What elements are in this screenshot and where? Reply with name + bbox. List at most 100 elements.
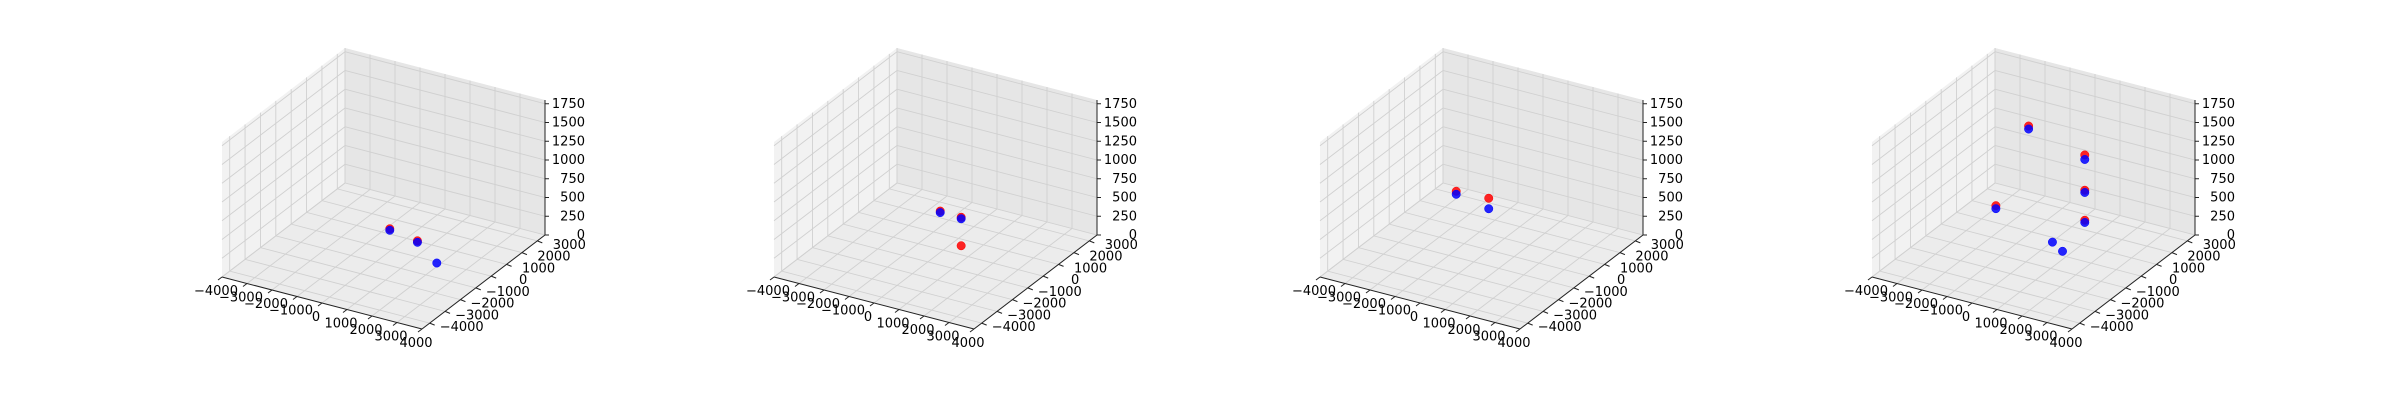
x-tick-label: 4000 xyxy=(2049,336,2082,351)
z-tick-label: 0 xyxy=(1675,228,1683,243)
y-tick-mark xyxy=(506,263,512,267)
x-tick-label: 1000 xyxy=(876,317,909,332)
y-tick-label: −3000 xyxy=(1553,308,1597,323)
z-gridline xyxy=(1319,126,1644,222)
scatter-point xyxy=(412,237,422,247)
y-tick-label: 3000 xyxy=(2203,238,2236,253)
z-tick-label: 1500 xyxy=(1650,116,1683,131)
y-gridline-floor xyxy=(1389,223,1590,277)
y-tick-mark xyxy=(460,299,466,303)
z-tick-label: 500 xyxy=(2210,191,2235,206)
y-tick-label: −4000 xyxy=(2090,320,2134,335)
x-tick-label: 0 xyxy=(312,310,320,325)
x-tick-mark xyxy=(894,309,900,313)
x-tick-mark xyxy=(969,328,975,333)
z-tick-label: 1250 xyxy=(2202,134,2235,149)
y-gridline-floor xyxy=(337,188,538,242)
z-tick-label: 1000 xyxy=(1650,153,1683,168)
z-gridline xyxy=(221,163,546,259)
y-tick-label: −1000 xyxy=(2136,285,2180,300)
y-tick-label: −1000 xyxy=(1584,285,1628,300)
scatter-point xyxy=(956,241,966,251)
z-gridline xyxy=(1871,51,2196,147)
x-tick-label: −4000 xyxy=(746,284,790,299)
x-tick-label: −1000 xyxy=(821,304,865,319)
x-gridline-floor xyxy=(1419,208,1544,304)
y-tick-label: 3000 xyxy=(1105,238,1138,253)
y-tick-mark xyxy=(429,322,435,326)
x-tick-mark xyxy=(2042,322,2048,326)
x-tick-label: −2000 xyxy=(796,297,840,312)
z-gridline xyxy=(1319,70,1644,165)
z-tick-label: 250 xyxy=(1112,209,1137,224)
y-tick-mark xyxy=(1073,252,1080,256)
y-tick-label: 3000 xyxy=(553,238,586,253)
x-tick-label: −4000 xyxy=(194,284,238,299)
x-tick-label: 4000 xyxy=(399,336,432,351)
y-tick-mark xyxy=(2171,252,2178,256)
x-gridline-floor xyxy=(1469,221,1594,317)
y-tick-mark xyxy=(1589,275,1595,279)
x-tick-mark xyxy=(2017,315,2023,320)
y-gridline-floor xyxy=(1419,200,1621,254)
z-gridline xyxy=(773,182,1098,278)
z-gridline xyxy=(773,88,1098,184)
x-tick-label: 4000 xyxy=(951,336,984,351)
scatter-point xyxy=(935,208,945,218)
z-tick-label: 1750 xyxy=(1650,97,1683,112)
z-gridline xyxy=(1319,88,1644,184)
scatter-point xyxy=(1484,193,1494,203)
x-gridline-floor xyxy=(848,202,973,297)
x-tick-mark xyxy=(2067,328,2073,333)
z-gridline xyxy=(221,107,546,203)
x-tick-mark xyxy=(292,296,298,300)
y-tick-mark xyxy=(2079,322,2085,326)
x-gridline-floor xyxy=(1971,208,2096,304)
x-tick-mark xyxy=(1490,322,1496,326)
x-gridline-floor xyxy=(396,228,521,323)
y-tick-label: 1000 xyxy=(1074,261,1107,276)
x-tick-mark xyxy=(1867,276,1873,281)
y-axis-line xyxy=(421,234,546,330)
y-gridline-floor xyxy=(1373,235,1574,289)
x-tick-mark xyxy=(1340,283,1346,287)
z-tick-label: 1750 xyxy=(1104,97,1137,112)
y-gridline-floor xyxy=(1404,211,1605,265)
z-gridline xyxy=(1871,145,2196,240)
z-gridline xyxy=(773,163,1098,259)
x-tick-label: 2000 xyxy=(349,323,382,338)
x-tick-mark xyxy=(1440,309,1446,313)
x-tick-label: −2000 xyxy=(1342,297,1386,312)
scatter-point xyxy=(1451,189,1461,199)
y-gridline-floor xyxy=(321,200,523,254)
z-gridline xyxy=(1319,51,1644,147)
y-tick-label: −1000 xyxy=(1038,285,1082,300)
y-gridline-floor xyxy=(1358,247,1559,301)
x-tick-label: −1000 xyxy=(1367,304,1411,319)
z-gridline xyxy=(1319,145,1644,240)
z-gridline xyxy=(221,70,546,165)
x-tick-mark xyxy=(392,322,398,326)
z-tick-label: 1000 xyxy=(1104,153,1137,168)
y-gridline-floor xyxy=(781,270,982,324)
x-gridline-floor xyxy=(2021,221,2146,317)
y-gridline-floor xyxy=(1987,188,2188,242)
x-tick-label: −3000 xyxy=(1869,291,1913,306)
y-tick-mark xyxy=(2187,240,2193,244)
y-gridline-floor xyxy=(812,247,1013,301)
z-tick-label: 0 xyxy=(577,228,585,243)
y-tick-label: −3000 xyxy=(2105,308,2149,323)
y-gridline-floor xyxy=(1327,270,1528,324)
x-tick-mark xyxy=(1515,328,1521,333)
y-gridline-floor xyxy=(229,270,430,324)
y-tick-mark xyxy=(1619,252,1626,256)
x-tick-label: 3000 xyxy=(1472,330,1505,345)
x-tick-mark xyxy=(844,296,850,300)
y-gridline-floor xyxy=(889,188,1090,242)
y-tick-mark xyxy=(521,252,528,256)
z-gridline xyxy=(221,126,546,222)
y-tick-label: 0 xyxy=(1617,273,1625,288)
